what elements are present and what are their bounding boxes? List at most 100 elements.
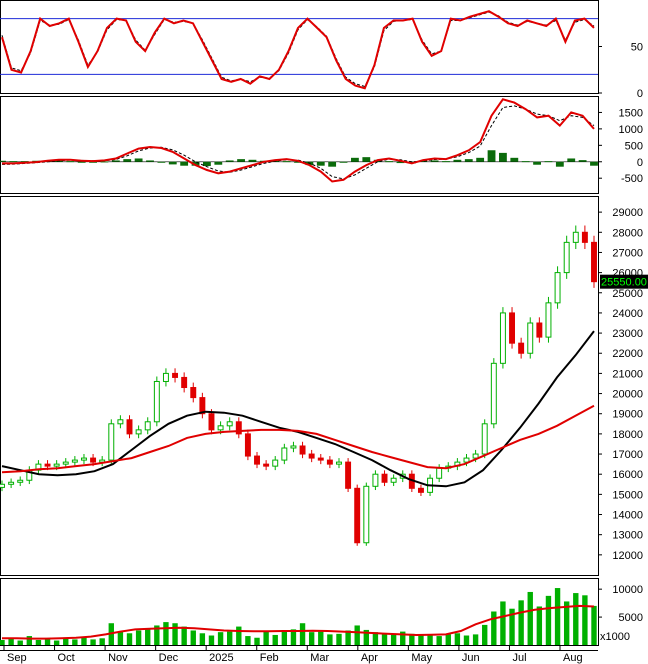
candle-body xyxy=(181,376,188,389)
candle-body xyxy=(563,241,570,274)
histogram-bar xyxy=(578,160,587,162)
candle-body xyxy=(108,423,115,461)
candle-body xyxy=(53,463,60,467)
candle-body xyxy=(572,231,579,243)
volume-bar xyxy=(482,624,488,645)
histogram-bar xyxy=(476,157,485,162)
histogram-bar xyxy=(191,161,200,166)
candle-body xyxy=(190,387,197,399)
candle-body xyxy=(336,461,342,465)
macd-line xyxy=(1,105,595,180)
candle-body xyxy=(545,302,552,338)
histogram-bar xyxy=(590,161,598,166)
candle-body xyxy=(281,447,288,461)
candle-body xyxy=(591,241,597,283)
volume-bar xyxy=(135,630,142,645)
candle-body xyxy=(17,479,24,483)
volume-bar xyxy=(17,640,23,645)
volume-bar xyxy=(126,633,133,645)
x-axis: Sep Oct Nov Dec 2025 Feb Mar Apr May Jun Jul Aug xyxy=(0,645,598,664)
volume-bar xyxy=(236,626,242,645)
candle-body xyxy=(44,463,51,467)
histogram-bar xyxy=(9,161,18,163)
volume-bar xyxy=(90,639,96,645)
volume-bar xyxy=(418,634,424,645)
volume-bar xyxy=(254,637,260,645)
histogram-bar xyxy=(20,161,29,163)
x-tick-label: Oct xyxy=(58,652,75,664)
price-tick-label: 23000 xyxy=(612,328,643,340)
histogram-bar xyxy=(180,161,189,166)
macd-tick-label: 500 xyxy=(625,140,643,152)
volume-bar xyxy=(554,588,561,645)
candle-body xyxy=(326,459,333,465)
histogram-bar xyxy=(487,150,496,162)
histogram-bar xyxy=(214,161,223,165)
candle-body xyxy=(172,372,179,378)
last-price-label: 25550.00 xyxy=(601,277,647,289)
volume-bar xyxy=(436,636,442,645)
histogram-bar xyxy=(510,157,519,162)
histogram-bar xyxy=(100,161,109,163)
volume-bar xyxy=(536,606,543,645)
candle-body xyxy=(117,419,124,425)
volume-bar xyxy=(390,633,397,645)
candle-body xyxy=(62,461,69,465)
volume-bar xyxy=(245,636,251,645)
volume-bar xyxy=(345,630,351,645)
histogram-bar xyxy=(339,161,348,163)
price-tick-label: 17000 xyxy=(612,449,643,461)
candle-body xyxy=(135,429,142,435)
candle-body xyxy=(581,231,588,243)
candle-body xyxy=(527,322,534,354)
histogram-bar xyxy=(453,159,462,162)
volume-bar xyxy=(573,593,579,645)
volume-bar xyxy=(491,611,497,645)
histogram-bar xyxy=(419,160,428,162)
volume-bar xyxy=(217,632,224,645)
histogram-bar xyxy=(533,161,541,165)
histogram-bar xyxy=(396,161,405,164)
histogram-bar xyxy=(248,159,257,162)
histogram-bar xyxy=(111,160,120,162)
candle-body xyxy=(481,423,488,455)
macd-tick-label: 1000 xyxy=(619,124,643,136)
volume-bar xyxy=(299,623,306,645)
x-tick-label: Jul xyxy=(512,652,526,664)
price-tick-label: 16000 xyxy=(612,469,643,481)
candle-body xyxy=(518,342,525,354)
price-tick-label: 25000 xyxy=(612,288,643,300)
oscillator-tick-label: 50 xyxy=(631,42,643,54)
candle-body xyxy=(126,419,133,435)
volume-bar xyxy=(327,634,333,645)
candle-body xyxy=(208,413,215,431)
panel-frame xyxy=(0,96,599,194)
histogram-bar xyxy=(430,160,439,162)
histogram-bar xyxy=(544,161,553,163)
panel-frame xyxy=(0,578,599,646)
volume-bar xyxy=(190,630,196,645)
price-tick-label: 12000 xyxy=(612,550,643,562)
volume-bar xyxy=(381,634,388,645)
price-tick-label: 13000 xyxy=(612,530,643,542)
histogram-bar xyxy=(555,161,564,167)
histogram-bar xyxy=(442,161,450,163)
volume-bar xyxy=(154,625,160,645)
candle-body xyxy=(235,421,242,435)
candle-body xyxy=(554,272,561,304)
volume-tick-label: 10000 xyxy=(612,584,643,596)
volume-bar xyxy=(72,639,78,645)
histogram-bar xyxy=(521,161,530,163)
volume-bar xyxy=(591,605,597,645)
volume-bar xyxy=(472,634,479,645)
candle-body xyxy=(290,445,297,449)
histogram-bar xyxy=(385,161,393,163)
volume-bar xyxy=(181,626,187,645)
histogram-bar xyxy=(77,161,86,163)
histogram-bar xyxy=(0,160,6,162)
candle-body xyxy=(81,457,87,461)
volume-bar xyxy=(509,608,515,645)
candle-body xyxy=(299,445,306,455)
